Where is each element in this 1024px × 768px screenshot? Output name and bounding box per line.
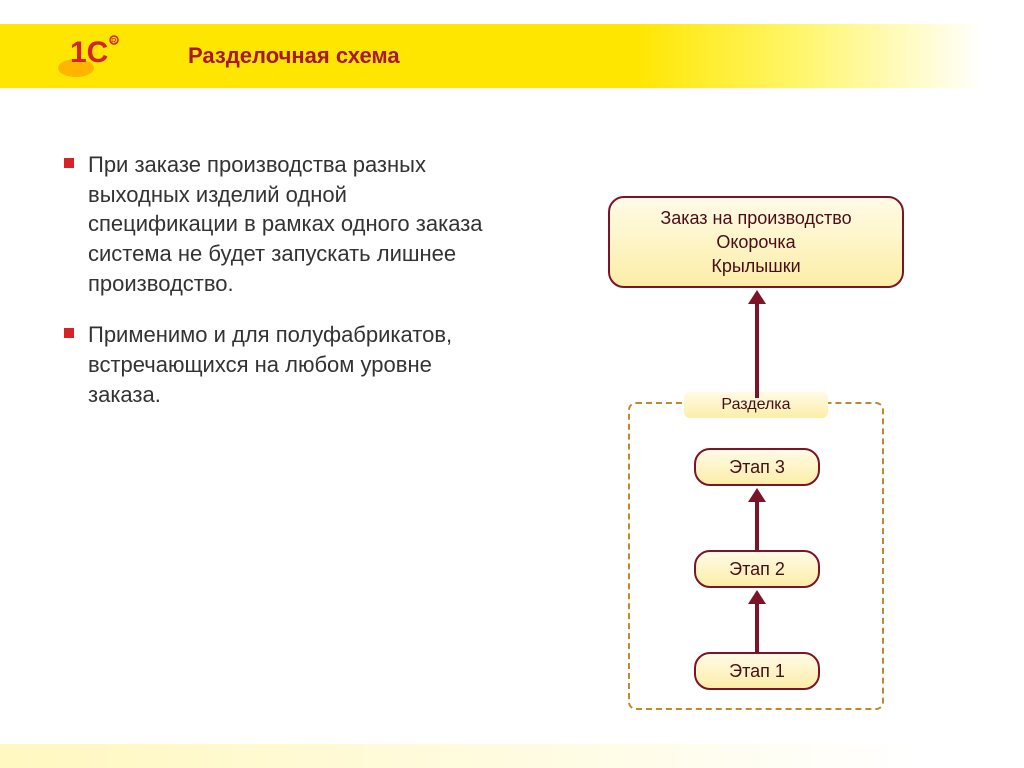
arrow-shaft (755, 302, 759, 398)
bullet-item: При заказе производства разных выходных … (64, 150, 484, 298)
stage-node-2: Этап 2 (694, 550, 820, 588)
arrow-head-icon (748, 488, 766, 502)
arrow-shaft (755, 500, 759, 550)
order-node: Заказ на производство Окорочка Крылышки (608, 196, 904, 288)
slide-title: Разделочная схема (188, 43, 400, 69)
stage-node-3: Этап 3 (694, 448, 820, 486)
arrow-head-icon (748, 590, 766, 604)
footer-band (0, 744, 1024, 768)
bullet-list: При заказе производства разных выходных … (64, 150, 484, 432)
flowchart-diagram: Заказ на производство Окорочка Крылышки … (560, 180, 960, 720)
arrow-head-icon (748, 290, 766, 304)
order-node-line: Заказ на производство (660, 206, 851, 230)
logo-1c: 1С R (56, 32, 128, 80)
svg-text:R: R (111, 37, 117, 46)
stage-node-1: Этап 1 (694, 652, 820, 690)
bullet-text: При заказе производства разных выходных … (88, 150, 484, 298)
arrow-shaft (755, 602, 759, 652)
bullet-text: Применимо и для полуфабрикатов, встречаю… (88, 320, 484, 409)
header-band: 1С R Разделочная схема (0, 24, 1024, 88)
bullet-square-icon (64, 158, 74, 168)
bullet-square-icon (64, 328, 74, 338)
order-node-line: Крылышки (711, 254, 800, 278)
logo-text: 1С (70, 36, 108, 69)
order-node-line: Окорочка (716, 230, 795, 254)
bullet-item: Применимо и для полуфабрикатов, встречаю… (64, 320, 484, 409)
